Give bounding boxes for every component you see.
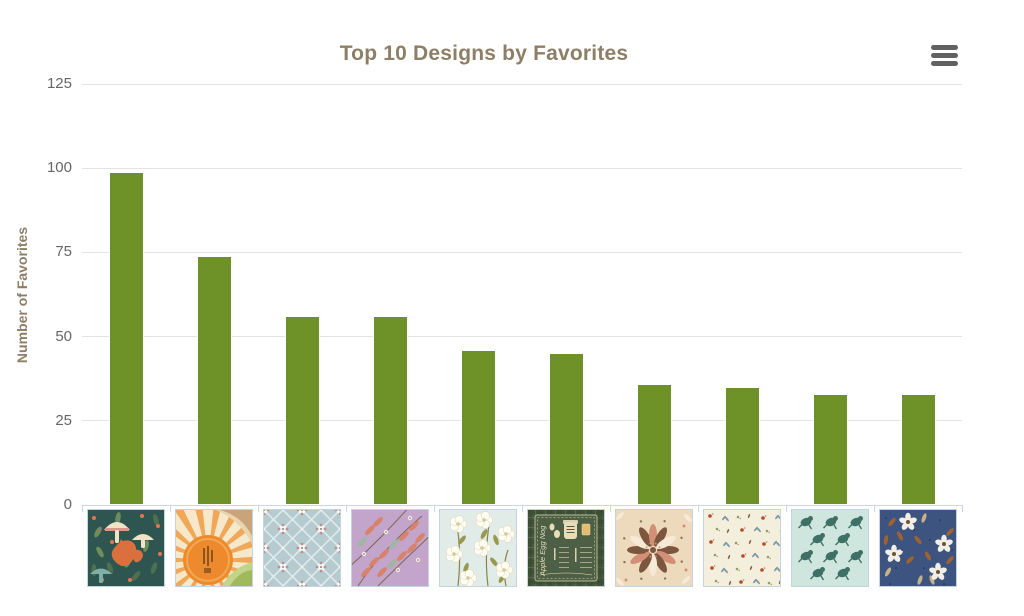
y-tick-label: 50	[55, 327, 72, 345]
hamburger-menu-icon[interactable]	[930, 41, 960, 69]
bar-leaf-mandala-pattern[interactable]	[636, 383, 672, 505]
bar-teal-frogs-pattern[interactable]	[812, 393, 848, 505]
x-label-thumbnail-blue-trellis-floral-pattern	[263, 509, 341, 587]
svg-text:Apple Egg Nog: Apple Egg Nog	[538, 525, 547, 577]
bar-apple-egg-nog-recipe-card[interactable]	[548, 353, 584, 505]
x-label-thumbnail-lavender-coral-leaves-pattern	[351, 509, 429, 587]
bar-white-blossoms-on-blue-pattern[interactable]	[460, 350, 496, 505]
y-tick-label: 0	[63, 496, 72, 513]
y-tick-label: 125	[46, 75, 72, 92]
x-axis-tick	[698, 505, 699, 512]
bar-navy-floral-pattern[interactable]	[900, 393, 936, 505]
y-tick-label: 25	[55, 411, 72, 429]
x-axis-tick	[346, 505, 347, 512]
bar-blue-trellis-floral-pattern[interactable]	[284, 316, 320, 505]
y-tick-label: 100	[46, 159, 72, 177]
y-gridline	[82, 251, 962, 253]
y-gridline	[82, 167, 962, 169]
x-axis-tick	[82, 505, 83, 512]
x-axis-tick	[258, 505, 259, 512]
x-label-thumbnail-apple-egg-nog-recipe-card: Apple Egg Nog	[527, 509, 605, 587]
x-label-thumbnail-navy-floral-pattern	[879, 509, 957, 587]
x-axis-tick	[170, 505, 171, 512]
y-gridline	[82, 420, 962, 422]
x-axis-tick	[874, 505, 875, 512]
x-label-thumbnail-fox-and-mushrooms-forest-pattern	[87, 509, 165, 587]
bar-retro-sunburst-landscape[interactable]	[196, 255, 232, 505]
hamburger-bar	[931, 60, 958, 66]
x-axis-tick	[786, 505, 787, 512]
x-axis-tick	[434, 505, 435, 512]
bar-fox-and-mushrooms-forest-pattern[interactable]	[108, 171, 144, 505]
chart-title: Top 10 Designs by Favorites	[339, 42, 629, 65]
x-label-thumbnail-cream-ditsy-floral-pattern	[703, 509, 781, 587]
x-label-thumbnail-leaf-mandala-pattern	[615, 509, 693, 587]
x-label-thumbnail-teal-frogs-pattern	[791, 509, 869, 587]
x-axis-tick	[522, 505, 523, 512]
x-axis-tick	[962, 505, 963, 512]
x-axis-tick	[610, 505, 611, 512]
x-label-thumbnail-retro-sunburst-landscape	[175, 509, 253, 587]
y-gridline	[82, 336, 962, 338]
hamburger-bar	[931, 44, 958, 50]
y-tick-label: 75	[55, 243, 72, 261]
y-gridline	[82, 83, 962, 85]
hamburger-bar	[931, 52, 958, 58]
x-label-thumbnail-white-blossoms-on-blue-pattern	[439, 509, 517, 587]
bar-cream-ditsy-floral-pattern[interactable]	[724, 387, 760, 505]
bar-lavender-coral-leaves-pattern[interactable]	[372, 316, 408, 505]
